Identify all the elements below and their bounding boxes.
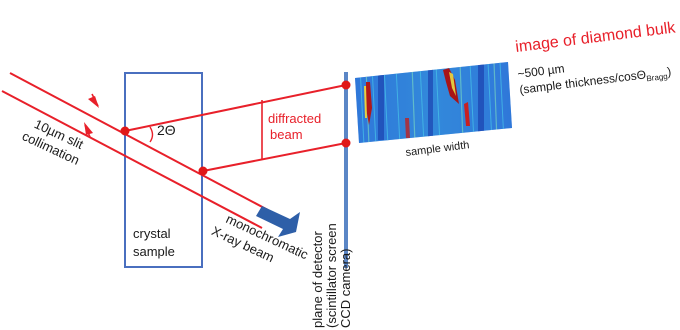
detector-dot-bottom	[341, 138, 351, 148]
crystal-label-line1: crystal	[133, 226, 171, 241]
sample-width-text: sample width	[405, 139, 470, 159]
image-title: image of diamond bulk	[514, 19, 677, 56]
diffracted-beam-lower	[202, 142, 347, 172]
thickness-close: )	[666, 64, 672, 78]
detector-dot-top	[341, 80, 351, 90]
thickness-theta: Θ	[636, 67, 647, 82]
crystal-label-line2: sample	[133, 244, 175, 259]
beam-lower-line	[1, 90, 263, 229]
diffracted-label-line1: diffracted	[268, 111, 321, 126]
detector-label-line2: (scintillator screen	[324, 223, 339, 328]
thickness-label: ~500 µm (sample thickness/cosΘBragg)	[517, 61, 672, 97]
two-theta-label: 2Θ	[157, 122, 176, 138]
thickness-main: ~500 µm	[517, 61, 566, 81]
sample-width-label: sample width	[405, 139, 470, 159]
diamond-topography-image	[355, 62, 512, 143]
sample-exit-dot	[198, 166, 208, 176]
slit-label: 10µm slit collimation	[20, 116, 86, 168]
image-title-text: image of diamond bulk	[514, 19, 677, 56]
sample-entry-dot	[120, 126, 130, 136]
slit-arrowhead-bottom	[84, 122, 93, 135]
two-theta-arc	[149, 126, 154, 143]
thickness-subscript: Bragg	[646, 72, 668, 84]
diffracted-label-line2: beam	[270, 127, 303, 142]
beam-arrow	[256, 206, 300, 237]
slit-arrowhead-top	[88, 96, 99, 108]
beam-upper-line	[9, 72, 269, 211]
detector-label-line3: CCD camera)	[338, 249, 353, 328]
detector-label-line1: plane of detector	[310, 230, 325, 328]
detector-label: plane of detector (scintillator screen C…	[310, 223, 353, 328]
diffracted-beam-upper	[124, 84, 347, 132]
